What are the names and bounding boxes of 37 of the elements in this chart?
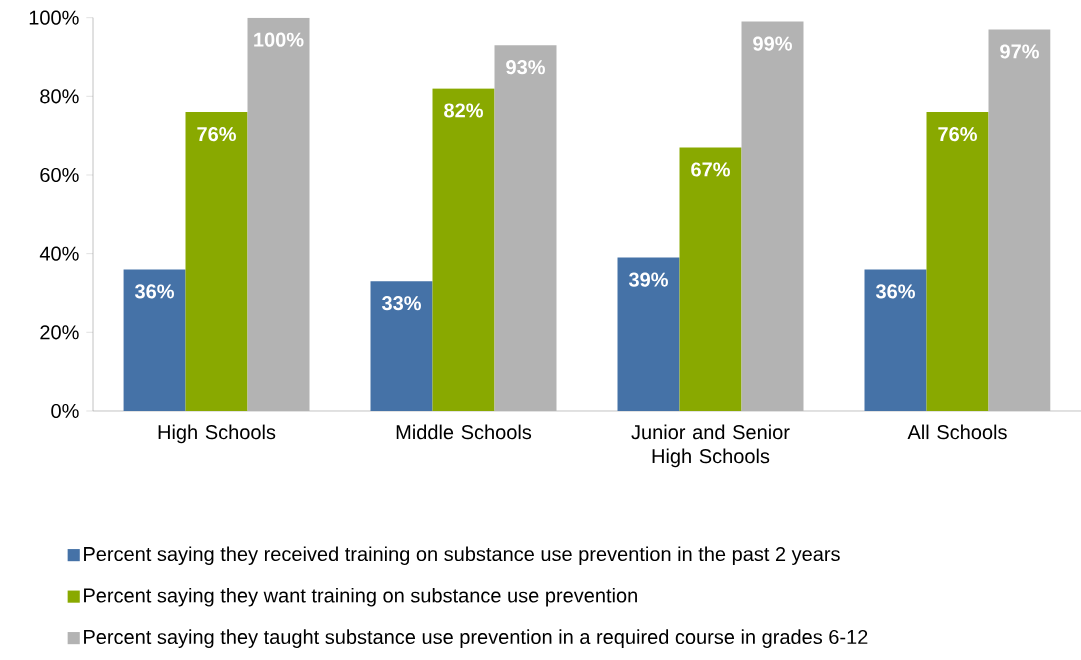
bar <box>679 147 742 411</box>
bar <box>617 257 680 411</box>
data-label: 97% <box>1000 44 1039 59</box>
bar <box>247 17 310 411</box>
data-label: 36% <box>875 284 915 299</box>
bar <box>741 21 804 411</box>
y-tick-label: 80% <box>40 89 79 104</box>
x-tick-label: Junior and Senior High Schools <box>631 424 790 468</box>
data-label: 33% <box>381 296 421 311</box>
bar <box>926 112 989 411</box>
data-label: 82% <box>444 103 483 118</box>
data-label: 67% <box>691 162 730 177</box>
y-tick-label: 60% <box>40 167 79 183</box>
bar <box>494 45 557 411</box>
x-tick-label: High Schools <box>158 424 276 444</box>
bar <box>432 88 495 411</box>
y-tick-label: 0% <box>51 403 79 419</box>
bar <box>988 29 1051 411</box>
data-label: 39% <box>628 272 668 287</box>
data-label: 93% <box>506 60 545 75</box>
y-tick-label: 20% <box>40 325 79 340</box>
data-label: 36% <box>134 284 174 299</box>
bar <box>864 269 927 411</box>
bar <box>123 269 186 411</box>
y-tick-label: 100% <box>29 10 79 25</box>
x-tick-label: All Schools <box>907 424 1007 440</box>
bar <box>185 112 248 411</box>
x-tick-label: Middle Schools <box>396 424 532 440</box>
bar <box>370 281 433 411</box>
legend-label: Percent saying they received training on substance use prevention in the past 2 years <box>84 546 840 566</box>
data-label: 99% <box>753 36 792 51</box>
y-tick-label: 40% <box>39 246 79 261</box>
legend-label: Percent saying they want training on substance use prevention <box>84 587 637 607</box>
data-label: 76% <box>197 126 236 142</box>
data-label: 100% <box>254 32 304 47</box>
legend-label: Percent saying they taught substance use prevention in a required course in grades 6-12 <box>84 629 868 648</box>
data-label: 76% <box>938 126 977 142</box>
